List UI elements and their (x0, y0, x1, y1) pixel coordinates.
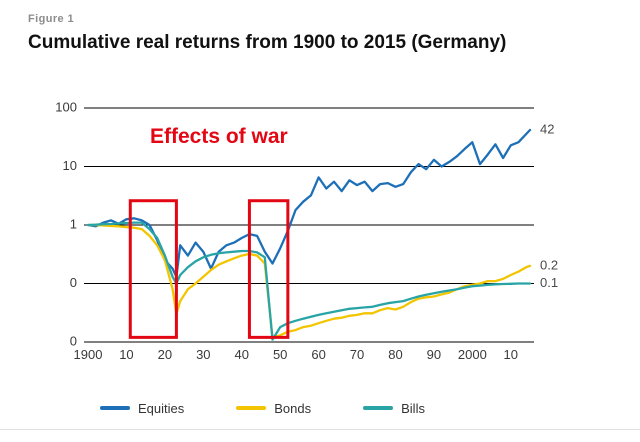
bonds-end-value-label: 0.2 (540, 257, 558, 272)
footer-divider (0, 429, 640, 430)
y-axis-tick-label: 10 (63, 158, 77, 173)
bonds-line-swatch (236, 406, 267, 410)
legend: Equities Bonds Bills (100, 399, 640, 417)
y-axis-tick-label: 1 (70, 216, 77, 231)
legend-label-bonds: Bonds (274, 400, 312, 416)
y-axis-tick-label: 100 (55, 99, 77, 114)
x-axis-tick-label: 70 (350, 347, 364, 362)
bonds-line (86, 223, 532, 339)
legend-item-bills: Bills (363, 401, 425, 416)
effects-of-war-annotation: Effects of war (150, 125, 288, 148)
war-period-box (128, 199, 178, 339)
bills-line-swatch (363, 406, 394, 410)
legend-label-equities: Equities (138, 400, 185, 416)
war-period-box (247, 199, 290, 339)
x-axis-tick-label: 60 (311, 347, 325, 362)
equities-line (86, 128, 532, 278)
y-axis-tick-label: 0 (70, 333, 77, 348)
x-axis-tick-label: 50 (273, 347, 287, 362)
chart-header: Figure 1 Cumulative real returns from 19… (0, 0, 640, 55)
x-axis-tick-label: 30 (196, 347, 210, 362)
x-axis-tick-label: 20 (158, 347, 172, 362)
bills-end-value-label: 0.1 (540, 275, 558, 290)
bills-line (86, 221, 532, 341)
x-axis-tick-label: 90 (427, 347, 441, 362)
x-axis-tick-label: 10 (119, 347, 133, 362)
x-axis-tick-label: 2000 (458, 347, 487, 362)
legend-item-equities: Equities (100, 401, 184, 416)
x-axis-tick-label: 80 (388, 347, 402, 362)
equities-line-swatch (100, 406, 130, 410)
x-axis-tick-label: 10 (504, 347, 518, 362)
legend-label-bills: Bills (401, 400, 425, 416)
chart-title: Cumulative real returns from 1900 to 201… (28, 32, 507, 53)
x-axis-tick-label: 40 (235, 347, 249, 362)
figure-label: Figure 1 (28, 13, 74, 25)
x-axis-tick-label: 1900 (74, 347, 103, 362)
legend-item-bonds: Bonds (236, 401, 311, 416)
y-axis-tick-label: 0 (70, 275, 77, 290)
equities-end-value-label: 42 (540, 121, 554, 136)
